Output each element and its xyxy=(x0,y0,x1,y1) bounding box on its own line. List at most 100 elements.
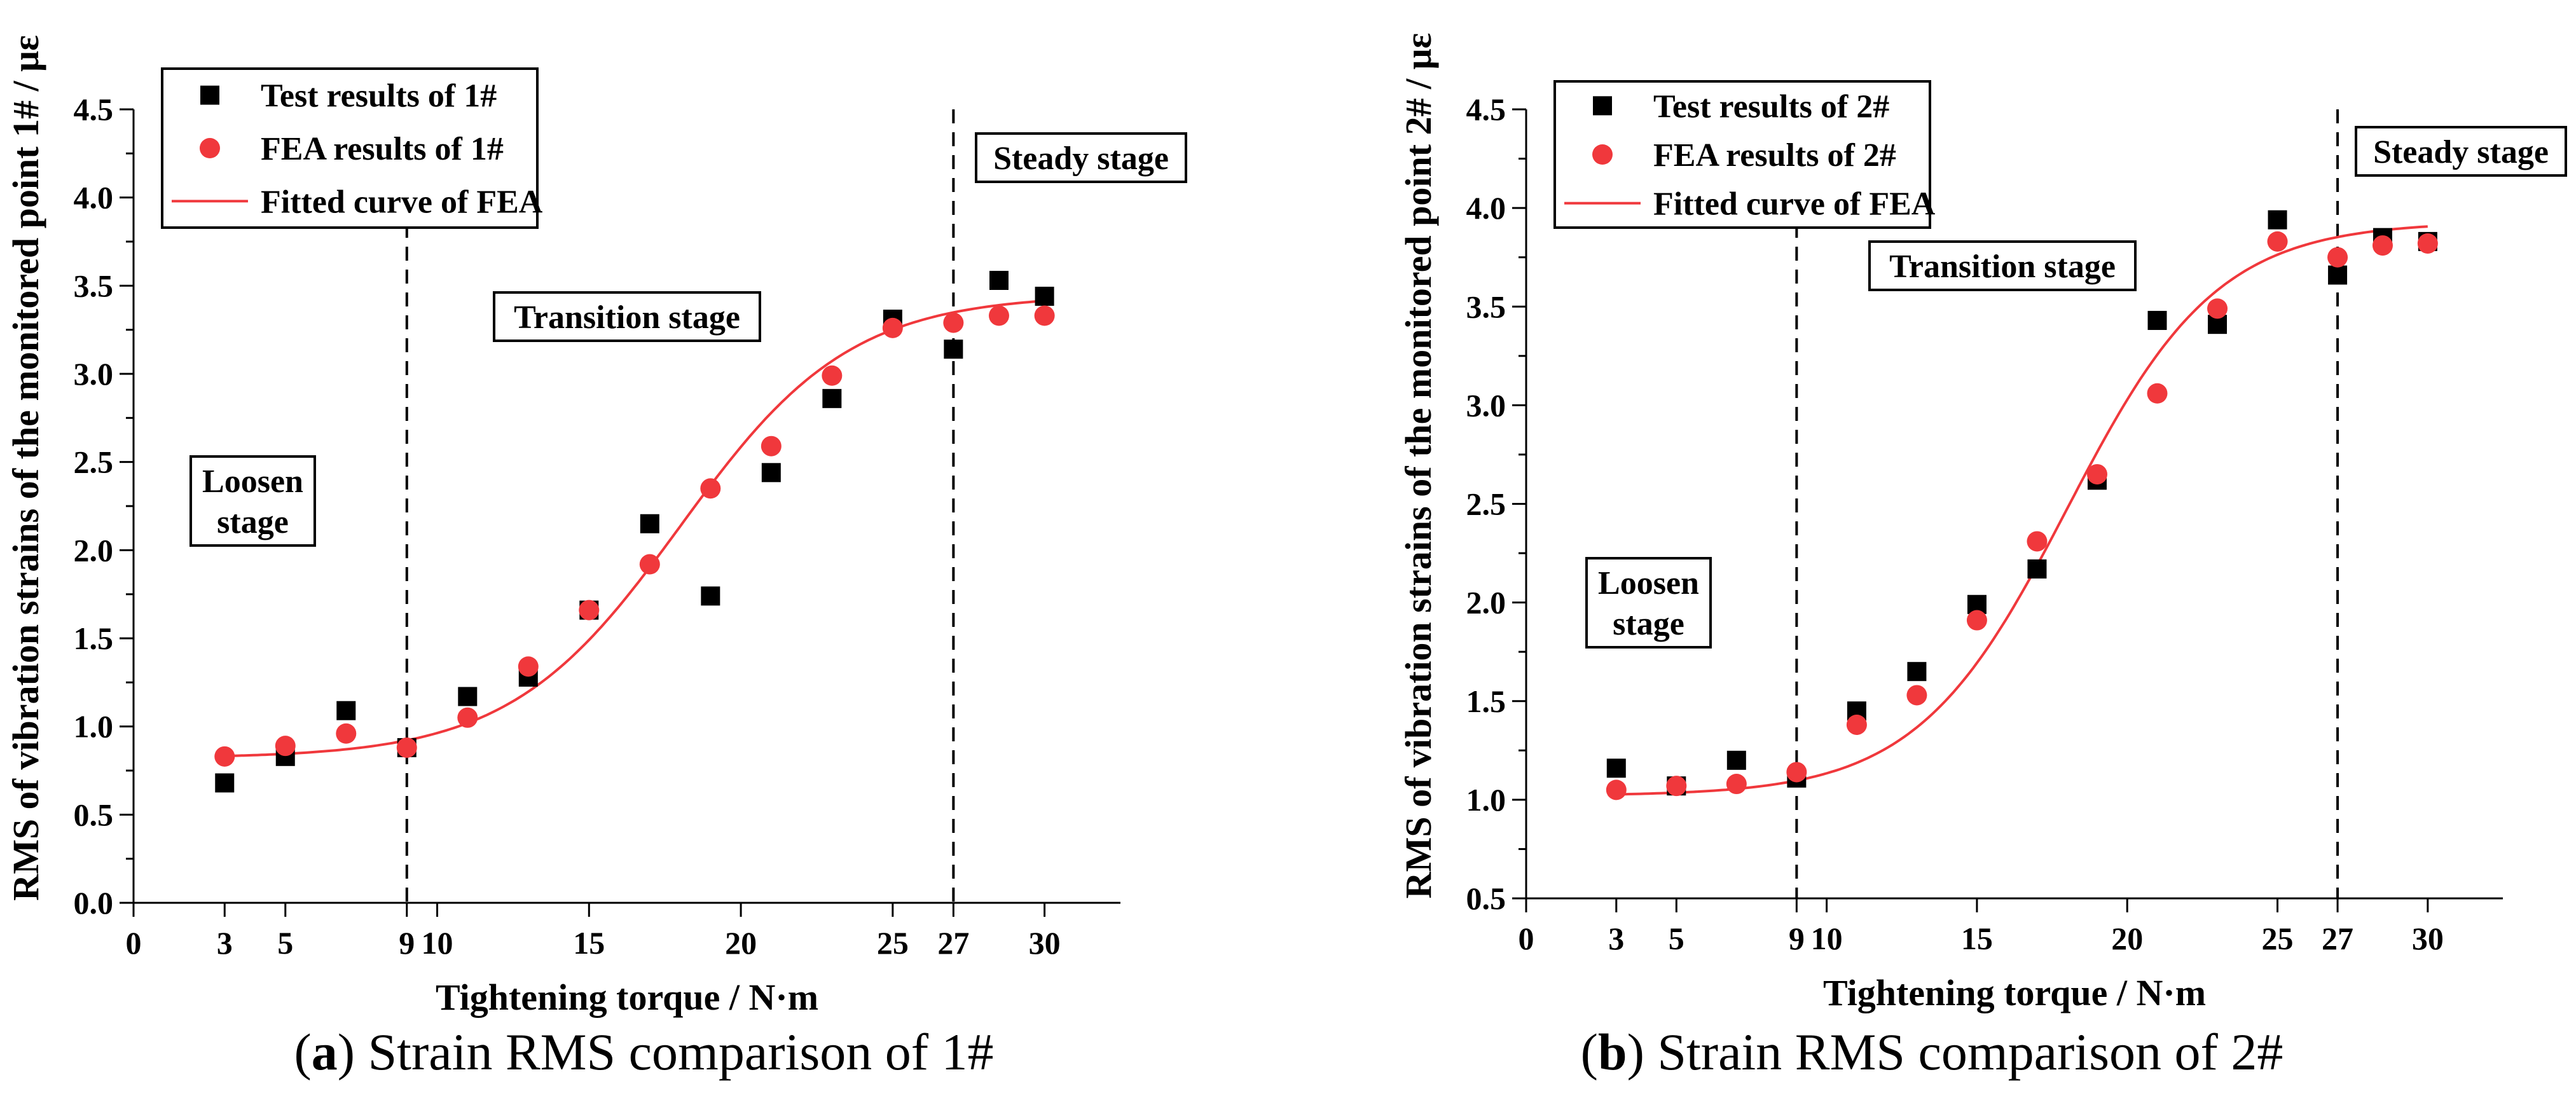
test-result-point xyxy=(2147,310,2167,330)
y-tick-label: 0.5 xyxy=(1466,881,1506,916)
x-tick-label: 25 xyxy=(2262,921,2294,956)
test-result-point xyxy=(1035,286,1054,306)
test-result-point xyxy=(2027,559,2047,579)
chart-b: 0.5 1.0 1.5 2.0 2.5 3.0 3.5 4.0 4.5 0 3 5 9 10 15 20 25 2… xyxy=(1398,33,2567,1013)
stage-label-text: Steady stage xyxy=(2373,134,2549,170)
y-axis-title: RMS of vibration strains of the monitore… xyxy=(5,35,46,901)
x-tick-label: 30 xyxy=(1029,925,1061,961)
fea-result-point xyxy=(1846,714,1867,735)
fea-result-point xyxy=(1034,305,1055,326)
y-tick-label: 0.0 xyxy=(74,885,114,921)
x-axis-title: Tightening torque / N·m xyxy=(436,977,818,1018)
legend-square-swatch xyxy=(1593,96,1612,116)
test-result-point xyxy=(215,773,235,793)
y-tick-label: 1.0 xyxy=(1466,782,1506,818)
caption-b-text: Strain RMS comparison of 2# xyxy=(1657,1023,2283,1081)
test-result-point xyxy=(822,388,842,408)
test-result-point xyxy=(640,514,659,533)
legend-label: FEA results of 2# xyxy=(1653,137,1896,174)
x-tick-label: 15 xyxy=(1961,921,1993,956)
y-tick-label: 2.0 xyxy=(1466,585,1506,621)
y-axis-title: RMS of vibration strains of the monitore… xyxy=(1398,33,1439,899)
x-tick-label: 25 xyxy=(877,925,909,961)
test-result-point xyxy=(761,463,781,483)
fea-result-point xyxy=(1786,762,1807,783)
stage-label-text: Steady stage xyxy=(993,141,1169,177)
fea-result-point xyxy=(2417,233,2438,254)
x-tick-label: 10 xyxy=(1811,921,1843,956)
fea-result-point xyxy=(2372,235,2393,256)
x-tick-label: 10 xyxy=(422,925,453,961)
fea-result-point xyxy=(214,746,235,767)
caption-a-letter: a xyxy=(311,1023,338,1081)
stage-label-box xyxy=(1585,557,1712,649)
y-tick-label: 4.5 xyxy=(74,92,114,127)
fitted-curve xyxy=(224,299,1045,758)
x-tick-label: 30 xyxy=(2412,921,2444,956)
caption-a-text: Strain RMS comparison of 1# xyxy=(368,1023,994,1081)
test-result-point xyxy=(989,271,1009,291)
fea-result-point xyxy=(761,436,782,456)
fea-result-point xyxy=(639,554,660,575)
fea-result-point xyxy=(1606,779,1627,800)
stage-label-box xyxy=(493,291,761,342)
y-tick-label: 1.5 xyxy=(1466,683,1506,719)
x-tick-label: 0 xyxy=(1519,921,1534,956)
y-tick-label: 0.5 xyxy=(74,797,114,832)
x-axis-title: Tightening torque / N·m xyxy=(1823,972,2206,1013)
y-tick-label: 4.0 xyxy=(74,180,114,216)
y-tick-label: 3.0 xyxy=(74,356,114,392)
x-tick-label: 20 xyxy=(2111,921,2143,956)
test-result-point xyxy=(2268,210,2287,230)
y-tick-label: 1.0 xyxy=(74,709,114,745)
fea-result-point xyxy=(2147,383,2168,404)
y-tick-label: 2.0 xyxy=(74,532,114,568)
fea-result-point xyxy=(396,737,417,758)
stage-label-box xyxy=(1868,240,2137,291)
legend-circle-swatch xyxy=(1592,144,1613,165)
y-tick-label: 2.5 xyxy=(1466,486,1506,522)
x-tick-label: 0 xyxy=(126,925,142,961)
y-tick-label: 2.5 xyxy=(74,444,114,480)
fea-result-point xyxy=(943,312,964,333)
fea-result-point xyxy=(2327,247,2348,268)
fea-result-point xyxy=(2267,231,2288,252)
x-tick-label: 27 xyxy=(937,925,969,961)
stage-label-text: Transition stage xyxy=(514,299,740,336)
caption-b-letter: b xyxy=(1597,1023,1627,1081)
test-result-point xyxy=(1907,662,1927,682)
fea-result-point xyxy=(2086,463,2107,484)
test-result-point xyxy=(1606,758,1626,778)
y-tick-label: 4.5 xyxy=(1466,92,1506,127)
fea-result-point xyxy=(882,317,903,338)
fea-result-point xyxy=(988,305,1009,326)
fea-result-point xyxy=(275,736,296,757)
fea-result-point xyxy=(1906,685,1927,706)
stage-label-text: Loosen xyxy=(1598,565,1699,601)
stage-label-text: Loosen xyxy=(202,463,303,500)
fea-result-point xyxy=(336,723,357,744)
y-tick-label: 3.5 xyxy=(74,268,114,303)
legend-label: Test results of 2# xyxy=(1653,88,1889,125)
legend-label: Fitted curve of FEA xyxy=(1653,186,1936,223)
x-tick-label: 20 xyxy=(725,925,757,961)
fea-result-point xyxy=(518,656,539,677)
legend-label: Fitted curve of FEA xyxy=(261,184,543,220)
legend-label: Test results of 1# xyxy=(261,78,497,114)
x-tick-label: 5 xyxy=(277,925,293,961)
legend-circle-swatch xyxy=(200,138,220,158)
x-tick-label: 9 xyxy=(1789,921,1805,956)
test-result-point xyxy=(944,340,963,359)
x-tick-label: 3 xyxy=(1608,921,1624,956)
stage-label-box xyxy=(2355,126,2567,177)
fea-result-point xyxy=(822,365,843,386)
chart-a: 0.0 0.5 1.0 1.5 2.0 2.5 3.0 3.5 4.0 4.5 0 3 5 9 10 15 20… xyxy=(5,35,1187,1018)
fea-result-point xyxy=(1726,774,1747,795)
x-tick-label: 5 xyxy=(1669,921,1684,956)
test-result-point xyxy=(1726,750,1746,770)
x-tick-label: 15 xyxy=(573,925,605,961)
test-result-point xyxy=(701,586,720,606)
x-tick-label: 3 xyxy=(217,925,233,961)
fea-result-point xyxy=(1966,610,1987,631)
